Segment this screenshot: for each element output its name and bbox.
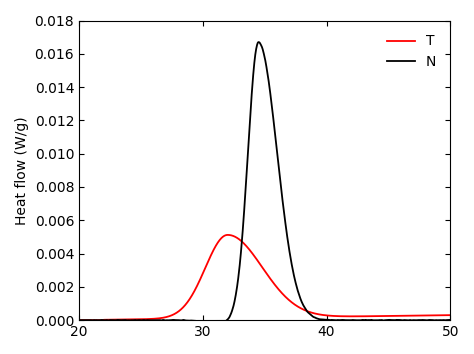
N — [440, 318, 446, 322]
N — [193, 319, 199, 323]
T — [400, 314, 406, 318]
N — [219, 319, 224, 323]
T — [235, 236, 240, 240]
T — [76, 318, 82, 322]
N — [141, 318, 146, 322]
T — [219, 236, 224, 240]
N — [447, 318, 453, 322]
N — [76, 318, 82, 322]
T — [141, 317, 146, 321]
N — [235, 281, 240, 285]
Legend: T, N: T, N — [380, 28, 443, 76]
N — [401, 318, 406, 322]
Line: N: N — [79, 42, 450, 321]
T — [440, 313, 446, 318]
T — [225, 233, 230, 237]
Line: T: T — [79, 235, 450, 320]
N — [118, 318, 124, 322]
N — [256, 40, 262, 44]
T — [118, 318, 124, 322]
Y-axis label: Heat flow (W/g): Heat flow (W/g) — [15, 116, 29, 225]
T — [447, 313, 453, 317]
